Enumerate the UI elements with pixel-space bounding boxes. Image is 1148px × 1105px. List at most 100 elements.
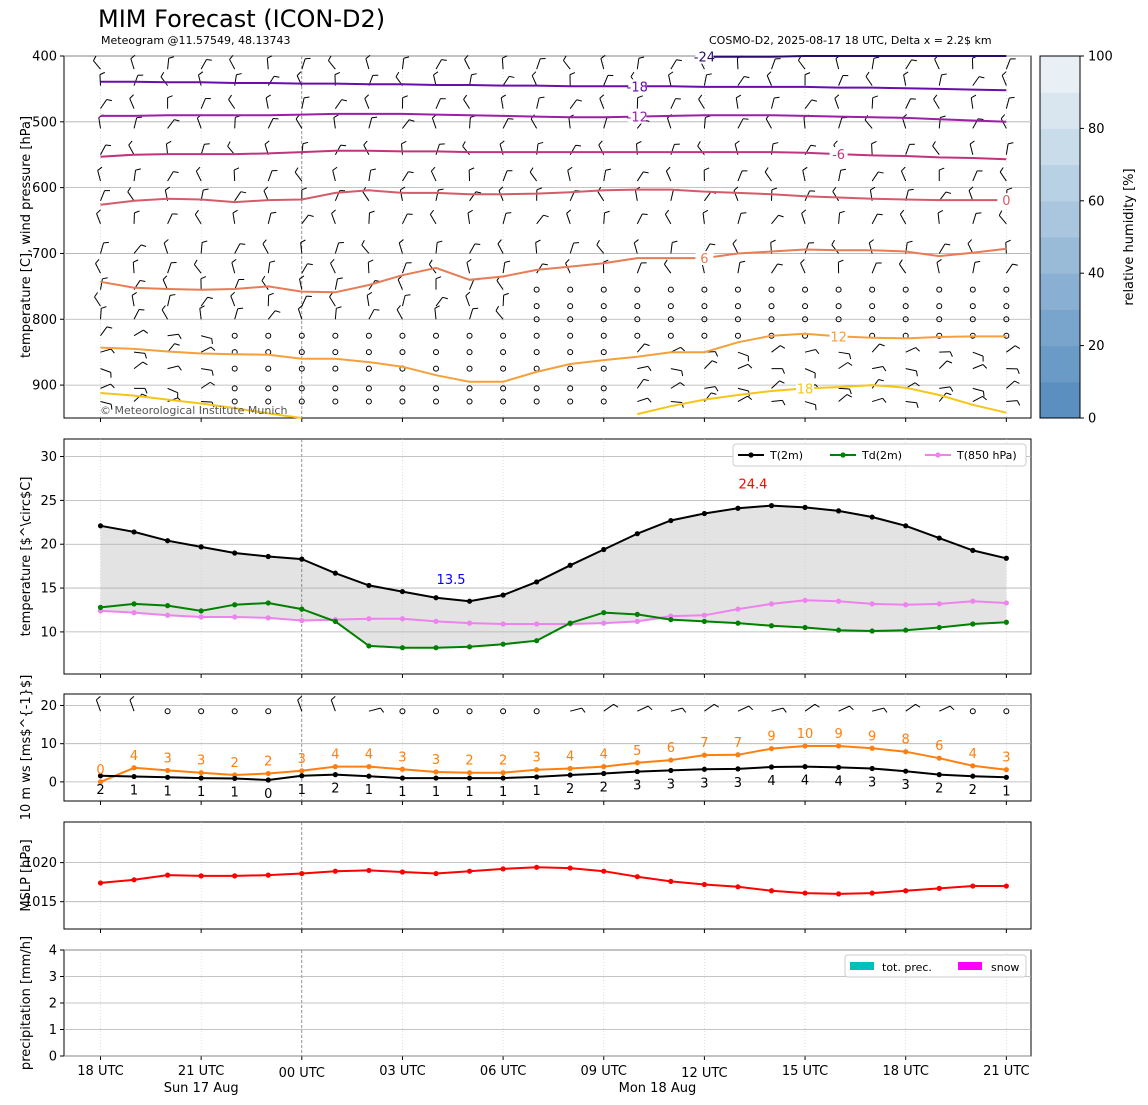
upper-air-wind-barb xyxy=(804,99,817,109)
upper-air-wind-barb-staff xyxy=(435,98,441,109)
upper-air-wind-barb xyxy=(502,75,515,86)
upper-air-wind-barb-staff xyxy=(1005,97,1010,109)
upper-air-wind-barb xyxy=(435,240,443,254)
upper-air-wind-barb xyxy=(636,213,648,225)
upper-air-wind-barb-feather xyxy=(438,188,444,191)
t850-series-point xyxy=(802,597,808,603)
upper-air-wind-barb-feather xyxy=(598,140,603,146)
upper-air-wind-barb-feather xyxy=(144,388,148,394)
mslp-series-point xyxy=(500,866,506,872)
surface-wind-barb-feather xyxy=(748,705,754,711)
upper-air-wind-barb xyxy=(502,170,513,182)
upper-air-wind-barb-staff xyxy=(771,345,781,353)
upper-air-wind-barb-feather xyxy=(982,356,984,362)
upper-air-calm-marker xyxy=(869,286,876,293)
upper-air-wind-barb xyxy=(502,260,511,274)
upper-air-wind-barb-staff xyxy=(670,144,675,155)
upper-air-wind-barb-feather xyxy=(110,383,115,389)
surface-wind-barb xyxy=(939,705,955,712)
upper-air-wind-barb-staff xyxy=(704,386,716,389)
upper-air-wind-barb xyxy=(771,368,785,374)
upper-air-calm-marker xyxy=(936,316,943,323)
gust-series-line xyxy=(100,745,1007,783)
upper-air-wind-barb-staff xyxy=(972,364,984,370)
t2m-series-point xyxy=(936,535,942,541)
upper-air-wind-barb-staff xyxy=(599,98,605,109)
upper-air-wind-barb xyxy=(301,57,311,70)
upper-air-calm-marker xyxy=(634,332,641,339)
legend-entry-label: Td(2m) xyxy=(861,449,902,462)
upper-air-calm-marker xyxy=(902,316,909,323)
upper-air-calm-marker xyxy=(600,332,607,339)
td2m-series-point xyxy=(299,606,305,612)
upper-air-calm-marker xyxy=(936,286,943,293)
upper-air-wind-barb-staff xyxy=(864,119,873,129)
humidity-colorbar-step xyxy=(1040,273,1080,310)
upper-air-wind-barb-staff xyxy=(569,242,575,254)
upper-air-wind-barb-feather xyxy=(697,141,701,147)
upper-air-wind-barb xyxy=(463,94,470,109)
upper-air-wind-barb-feather xyxy=(106,99,113,102)
upper-air-wind-barb-staff xyxy=(398,242,403,254)
upper-air-wind-barb xyxy=(804,242,815,254)
upper-air-wind-barb-feather xyxy=(811,99,817,102)
upper-air-wind-barb-staff xyxy=(200,346,212,353)
upper-air-wind-barb-staff xyxy=(835,58,840,70)
upper-air-wind-barb-staff xyxy=(95,263,101,274)
surface-calm-marker xyxy=(399,708,406,715)
upper-air-calm-marker xyxy=(835,316,842,323)
upper-air-wind-barb-staff xyxy=(233,170,236,182)
td2m-series-point xyxy=(668,617,674,623)
upper-air-wind-barb-feather xyxy=(307,263,313,266)
upper-air-wind-barb xyxy=(698,94,705,109)
upper-air-calm-marker xyxy=(701,303,708,310)
mslp-series-point xyxy=(903,888,909,894)
upper-air-calm-marker xyxy=(768,316,775,323)
upper-air-wind-barb-staff xyxy=(771,263,778,274)
upper-air-wind-barb-staff xyxy=(295,118,303,129)
upper-air-wind-barb-staff xyxy=(872,397,883,403)
x-tick-label: 18 UTC xyxy=(77,1064,123,1079)
upper-air-calm-marker xyxy=(600,398,607,405)
upper-air-wind-barb-staff xyxy=(898,263,907,274)
isotherm-line xyxy=(100,392,302,419)
upper-air-wind-barb-staff xyxy=(127,191,135,202)
t850-series-point xyxy=(634,618,640,624)
upper-air-wind-barb-staff xyxy=(96,213,101,225)
upper-air-calm-marker xyxy=(600,349,607,356)
upper-air-wind-barb-staff xyxy=(800,262,806,274)
upper-air-wind-barb-feather xyxy=(743,76,750,79)
gust-data-label: 9 xyxy=(767,730,775,745)
upper-air-wind-barb-staff xyxy=(737,76,745,86)
upper-air-calm-marker xyxy=(500,385,507,392)
upper-air-wind-barb-feather xyxy=(136,116,143,119)
upper-air-wind-barb-feather xyxy=(237,307,244,310)
upper-air-wind-barb-feather xyxy=(714,386,719,392)
upper-air-wind-barb-staff xyxy=(94,296,101,307)
upper-air-wind-barb xyxy=(502,118,514,129)
gust-data-label: 4 xyxy=(365,748,373,763)
upper-air-wind-barb xyxy=(838,168,847,182)
upper-air-wind-barb xyxy=(838,74,849,86)
wind-y-tick-label: 0 xyxy=(49,775,57,790)
upper-air-calm-marker xyxy=(533,303,540,310)
gust-series-point xyxy=(836,743,842,749)
upper-air-wind-barb xyxy=(100,401,113,410)
upper-air-wind-barb-feather xyxy=(435,276,442,280)
surface-wind-barb-staff xyxy=(330,699,336,712)
upper-air-wind-barb-feather xyxy=(475,191,482,194)
t2m-series-point xyxy=(232,550,238,556)
upper-air-wind-barb-staff xyxy=(838,362,848,370)
upper-air-wind-barb-staff xyxy=(737,351,749,357)
upper-air-wind-barb-staff xyxy=(99,74,101,86)
mean-wind-data-label: 1 xyxy=(197,785,205,800)
upper-air-wind-barb-staff xyxy=(497,243,504,254)
upper-air-wind-barb xyxy=(92,55,101,70)
upper-air-calm-marker xyxy=(902,286,909,293)
upper-air-wind-barb-feather xyxy=(508,118,514,120)
upper-air-wind-barb-staff xyxy=(199,308,202,320)
upper-air-wind-barb xyxy=(670,59,682,70)
upper-air-wind-barb-staff xyxy=(670,401,682,404)
upper-air-wind-barb xyxy=(130,54,136,70)
mean-wind-series-point xyxy=(970,773,976,779)
